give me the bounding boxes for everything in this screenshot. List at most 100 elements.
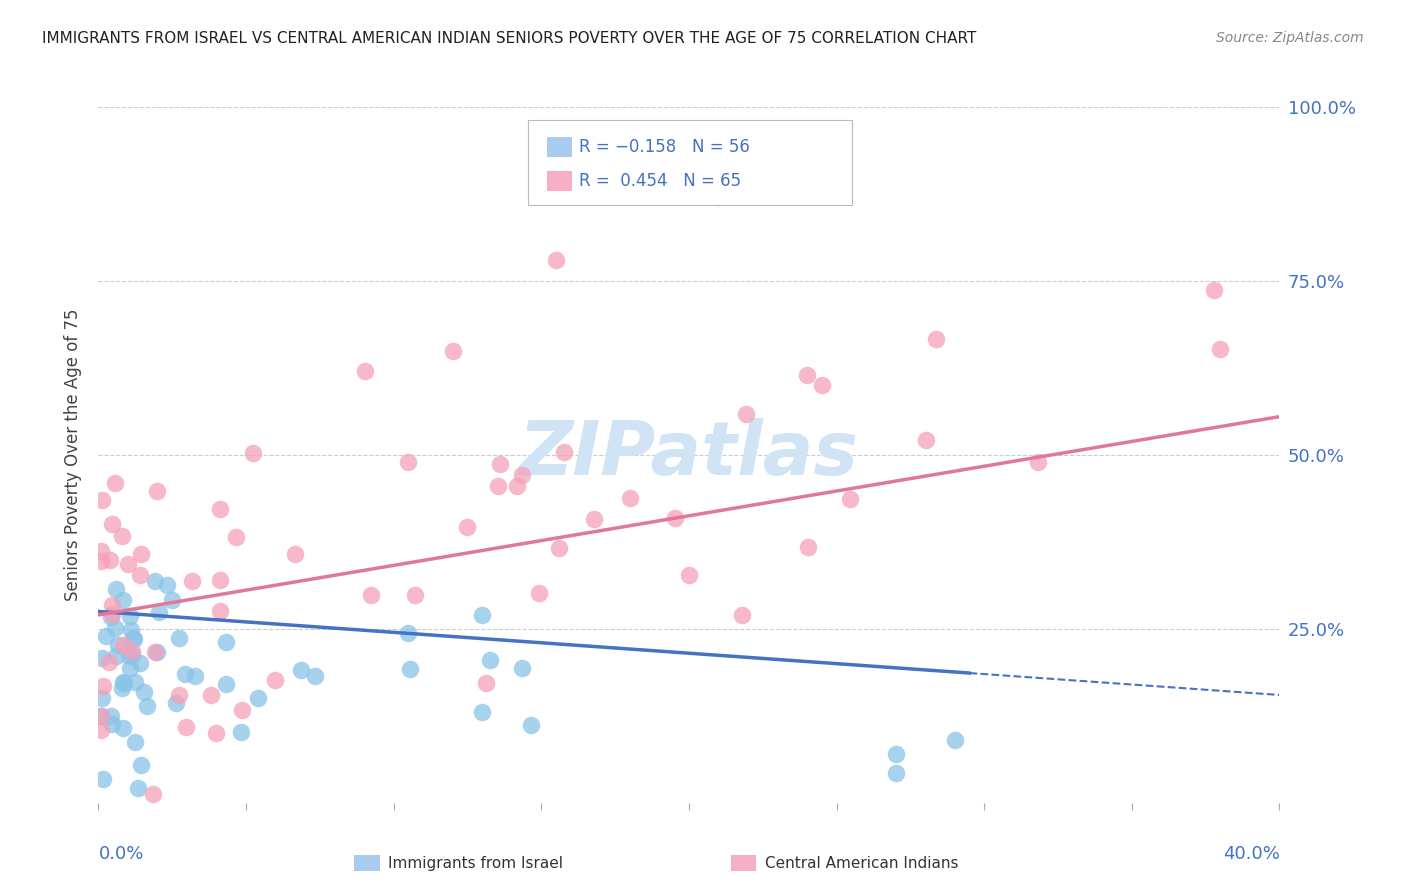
Point xyxy=(209,573,232,587)
Point xyxy=(101,717,124,731)
Point xyxy=(290,664,312,678)
Point xyxy=(242,446,264,460)
Point xyxy=(124,674,146,689)
Point xyxy=(246,691,269,706)
Point xyxy=(91,650,114,665)
Point xyxy=(510,661,533,675)
Point xyxy=(98,655,121,669)
Point xyxy=(398,661,420,675)
Point xyxy=(122,631,145,645)
Point xyxy=(91,772,114,786)
Point xyxy=(489,458,512,472)
Point xyxy=(510,467,533,482)
Point xyxy=(143,644,166,658)
Point xyxy=(100,708,122,723)
Point xyxy=(396,455,419,469)
Point xyxy=(127,781,149,796)
Point xyxy=(101,516,124,531)
Point xyxy=(404,588,426,602)
Point xyxy=(112,676,135,690)
Point xyxy=(546,253,568,268)
Point xyxy=(1202,283,1225,297)
Point xyxy=(200,688,222,702)
Point xyxy=(90,708,112,723)
Point xyxy=(478,653,501,667)
Point xyxy=(181,574,204,589)
Point xyxy=(104,475,127,490)
Point xyxy=(519,717,541,731)
Point xyxy=(506,478,529,492)
Point xyxy=(165,696,187,710)
Point xyxy=(441,343,464,358)
Point xyxy=(111,528,134,542)
Point xyxy=(94,629,117,643)
Point xyxy=(91,691,114,706)
Point xyxy=(90,709,112,723)
Point xyxy=(104,648,127,663)
Point xyxy=(111,593,134,607)
Point xyxy=(146,645,169,659)
Point xyxy=(229,725,252,739)
Point xyxy=(735,407,758,421)
Point xyxy=(124,632,146,646)
Text: 0.0%: 0.0% xyxy=(98,845,143,863)
Text: Source: ZipAtlas.com: Source: ZipAtlas.com xyxy=(1216,31,1364,45)
Point xyxy=(304,669,326,683)
Text: ZIPatlas: ZIPatlas xyxy=(519,418,859,491)
Point xyxy=(110,681,132,696)
Point xyxy=(160,592,183,607)
Point xyxy=(471,607,494,622)
Text: IMMIGRANTS FROM ISRAEL VS CENTRAL AMERICAN INDIAN SENIORS POVERTY OVER THE AGE O: IMMIGRANTS FROM ISRAEL VS CENTRAL AMERIC… xyxy=(42,31,977,46)
Point xyxy=(104,621,127,635)
Y-axis label: Seniors Poverty Over the Age of 75: Seniors Poverty Over the Age of 75 xyxy=(65,309,83,601)
Point xyxy=(619,491,641,505)
Point xyxy=(215,635,238,649)
Point xyxy=(527,585,550,599)
Point xyxy=(475,676,498,690)
Point xyxy=(101,599,124,613)
Point xyxy=(100,610,122,624)
Point xyxy=(225,530,247,544)
Point xyxy=(142,788,165,802)
Text: R = −0.158   N = 56: R = −0.158 N = 56 xyxy=(579,138,749,156)
Point xyxy=(91,680,114,694)
Text: R =  0.454   N = 65: R = 0.454 N = 65 xyxy=(579,172,741,190)
Point xyxy=(124,734,146,748)
Point xyxy=(146,483,169,498)
Point xyxy=(105,582,128,597)
Text: 40.0%: 40.0% xyxy=(1223,845,1279,863)
Point xyxy=(143,574,166,588)
Point xyxy=(925,332,948,346)
Point xyxy=(396,626,419,640)
Point xyxy=(90,544,112,558)
Point xyxy=(129,757,152,772)
Point xyxy=(884,766,907,780)
Point xyxy=(1209,343,1232,357)
Point xyxy=(176,720,198,734)
Point xyxy=(118,649,141,664)
Point xyxy=(90,723,112,737)
Point xyxy=(121,644,143,658)
Point xyxy=(209,501,232,516)
Point xyxy=(1026,454,1049,468)
Point xyxy=(184,669,207,683)
Point xyxy=(132,684,155,698)
Point xyxy=(107,638,129,652)
Point xyxy=(174,667,197,681)
Point xyxy=(100,553,122,567)
Point xyxy=(167,632,190,646)
Point xyxy=(128,568,150,582)
Point xyxy=(205,725,228,739)
Point xyxy=(354,364,377,378)
Text: Central American Indians: Central American Indians xyxy=(765,856,959,871)
Point xyxy=(121,648,143,662)
Point xyxy=(90,492,112,507)
Point xyxy=(810,378,832,392)
Point xyxy=(120,623,142,637)
Point xyxy=(915,433,938,447)
Point xyxy=(884,747,907,761)
Point xyxy=(678,568,700,582)
Point xyxy=(208,604,231,618)
Point xyxy=(215,677,238,691)
Point xyxy=(731,608,754,623)
